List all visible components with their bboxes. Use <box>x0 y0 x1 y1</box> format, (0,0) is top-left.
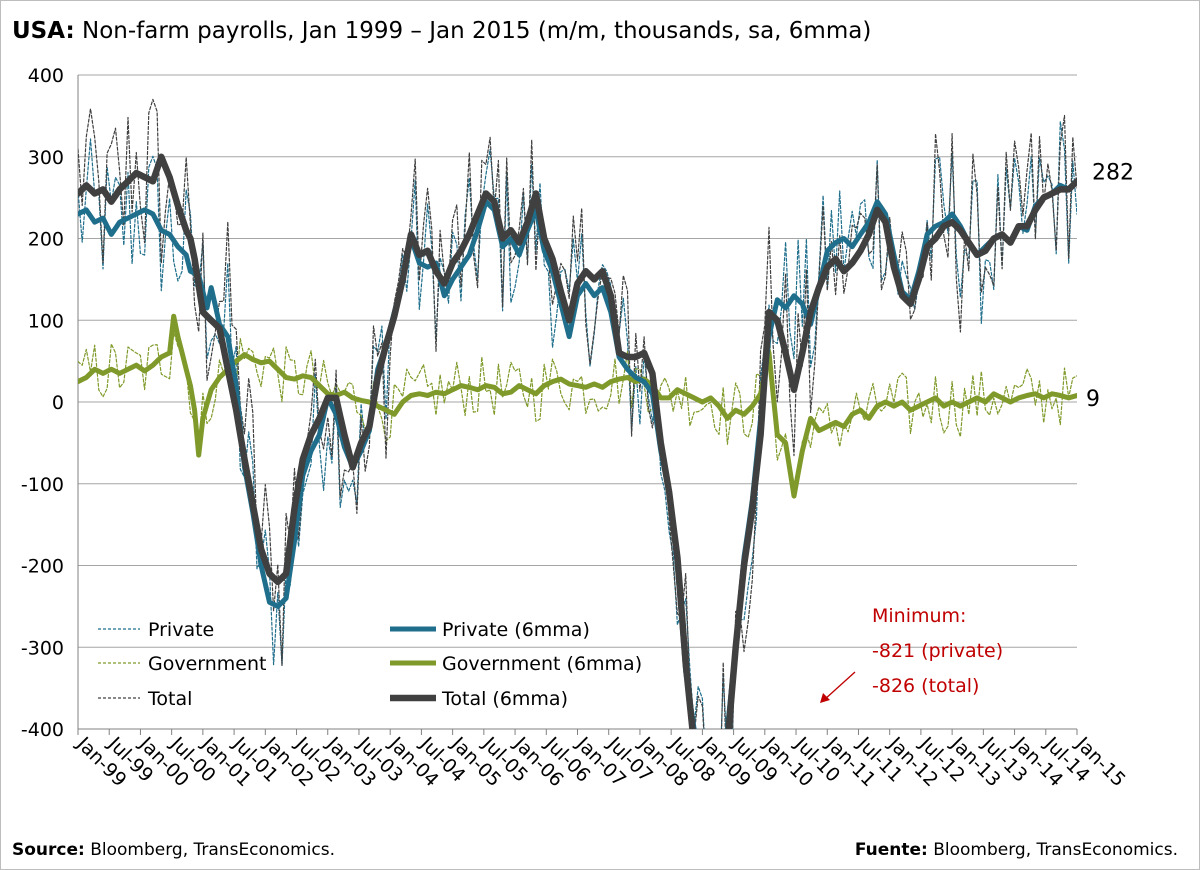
legend-label-total_raw: Total <box>147 688 192 710</box>
source-text: Bloomberg, TransEconomics. <box>84 840 335 860</box>
legend-label-private_6mma: Private (6mma) <box>442 619 590 641</box>
fuente-text: Bloomberg, TransEconomics. <box>927 840 1178 860</box>
y-tick-label: 0 <box>52 392 64 414</box>
legend: Private Private (6mma) Government Governmen… <box>98 619 642 710</box>
y-tick-label: -400 <box>21 719 64 741</box>
y-tick-label: 100 <box>28 310 64 332</box>
series-lines <box>78 98 1077 729</box>
government-end-label: 9 <box>1086 387 1100 412</box>
chart-title: USA: Non-farm payrolls, Jan 1999 – Jan 2… <box>12 18 871 44</box>
legend-label-total_6mma: Total (6mma) <box>441 688 568 710</box>
y-tick-label: -100 <box>21 474 64 496</box>
source-label: Source: <box>12 840 85 860</box>
fuente-note: Fuente: Bloomberg, TransEconomics. <box>855 840 1178 860</box>
gridlines <box>78 74 1077 730</box>
legend-label-gov_6mma: Government (6mma) <box>442 653 642 675</box>
legend-label-gov_raw: Government <box>148 653 267 675</box>
y-tick-label: -300 <box>21 637 64 659</box>
annotation-line: Minimum: <box>872 605 966 627</box>
title-lead: USA: <box>12 18 75 44</box>
total-raw-line <box>78 98 1077 729</box>
government-raw-line <box>78 323 1077 500</box>
x-axis-ticks: Jan-99Jul-99Jan-00Jul-00Jan-01Jul-01Jan-… <box>72 729 1130 791</box>
end-labels: 282 9 <box>1086 160 1134 411</box>
source-note: Source: Bloomberg, TransEconomics. <box>12 840 335 860</box>
y-tick-label: -200 <box>21 556 64 578</box>
y-tick-label: 300 <box>28 147 64 169</box>
y-axis-ticks: 400 300 200 100 0 -100 -200 -300 -400 <box>21 65 64 741</box>
fuente-label: Fuente: <box>854 840 928 860</box>
annotation-arrow-shaft <box>823 671 856 701</box>
y-tick-label: 400 <box>28 65 64 87</box>
total-end-label: 282 <box>1092 160 1134 185</box>
government-6mma-line <box>78 313 1077 499</box>
annotation-line: -826 (total) <box>872 675 979 697</box>
total-6mma-line <box>78 153 1077 729</box>
annotation-line: -821 (private) <box>872 640 1003 662</box>
minimum-annotation: Minimum: -821 (private) -826 (total) <box>820 605 1003 703</box>
title-text: Non-farm payrolls, Jan 1999 – Jan 2015 (… <box>74 18 872 44</box>
legend-label-private_raw: Private <box>148 619 214 641</box>
y-tick-label: 200 <box>28 229 64 251</box>
annotation-arrow-head <box>820 693 830 703</box>
